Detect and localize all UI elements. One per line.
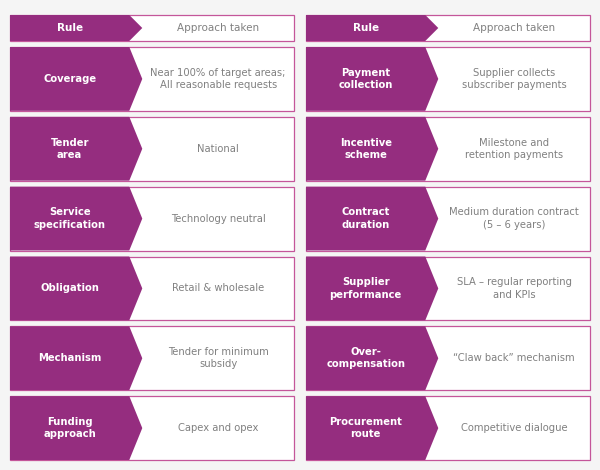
Text: Near 100% of target areas;
All reasonable requests: Near 100% of target areas; All reasonabl… bbox=[151, 68, 286, 90]
FancyBboxPatch shape bbox=[306, 187, 590, 251]
Text: Incentive
scheme: Incentive scheme bbox=[340, 138, 392, 160]
Polygon shape bbox=[10, 326, 142, 390]
Text: Coverage: Coverage bbox=[43, 74, 96, 84]
Text: Competitive dialogue: Competitive dialogue bbox=[461, 423, 568, 433]
Text: National: National bbox=[197, 144, 239, 154]
Text: Supplier collects
subscriber payments: Supplier collects subscriber payments bbox=[462, 68, 566, 90]
Text: Procurement
route: Procurement route bbox=[329, 417, 402, 439]
Polygon shape bbox=[10, 15, 142, 41]
Text: Rule: Rule bbox=[353, 23, 379, 33]
Polygon shape bbox=[10, 117, 142, 180]
FancyBboxPatch shape bbox=[10, 187, 294, 251]
FancyBboxPatch shape bbox=[10, 396, 294, 460]
Polygon shape bbox=[10, 396, 142, 460]
Polygon shape bbox=[10, 187, 142, 251]
FancyBboxPatch shape bbox=[10, 326, 294, 390]
Polygon shape bbox=[306, 326, 438, 390]
Polygon shape bbox=[10, 257, 142, 321]
FancyBboxPatch shape bbox=[10, 47, 294, 111]
Polygon shape bbox=[306, 47, 438, 111]
FancyBboxPatch shape bbox=[10, 15, 294, 41]
Polygon shape bbox=[306, 187, 438, 251]
Text: Payment
collection: Payment collection bbox=[338, 68, 393, 90]
FancyBboxPatch shape bbox=[306, 396, 590, 460]
Text: Mechanism: Mechanism bbox=[38, 353, 101, 363]
Text: SLA – regular reporting
and KPIs: SLA – regular reporting and KPIs bbox=[457, 277, 572, 299]
FancyBboxPatch shape bbox=[10, 257, 294, 321]
FancyBboxPatch shape bbox=[306, 257, 590, 321]
FancyBboxPatch shape bbox=[10, 117, 294, 180]
Text: Over-
compensation: Over- compensation bbox=[326, 347, 405, 369]
Polygon shape bbox=[306, 117, 438, 180]
Text: Retail & wholesale: Retail & wholesale bbox=[172, 283, 264, 293]
Text: “Claw back” mechanism: “Claw back” mechanism bbox=[454, 353, 575, 363]
Polygon shape bbox=[306, 257, 438, 321]
Text: Obligation: Obligation bbox=[40, 283, 99, 293]
Polygon shape bbox=[10, 47, 142, 111]
FancyBboxPatch shape bbox=[306, 326, 590, 390]
Text: Tender for minimum
subsidy: Tender for minimum subsidy bbox=[168, 347, 269, 369]
Text: Capex and opex: Capex and opex bbox=[178, 423, 259, 433]
Text: Service
specification: Service specification bbox=[34, 207, 106, 230]
Text: Funding
approach: Funding approach bbox=[43, 417, 96, 439]
Text: Milestone and
retention payments: Milestone and retention payments bbox=[465, 138, 563, 160]
FancyBboxPatch shape bbox=[306, 47, 590, 111]
Text: Rule: Rule bbox=[56, 23, 83, 33]
Polygon shape bbox=[306, 396, 438, 460]
Text: Contract
duration: Contract duration bbox=[341, 207, 390, 230]
Text: Approach taken: Approach taken bbox=[177, 23, 259, 33]
Text: Technology neutral: Technology neutral bbox=[171, 213, 266, 224]
Text: Supplier
performance: Supplier performance bbox=[329, 277, 402, 299]
Text: Approach taken: Approach taken bbox=[473, 23, 555, 33]
Polygon shape bbox=[306, 15, 438, 41]
FancyBboxPatch shape bbox=[306, 15, 590, 41]
Text: Medium duration contract
(5 – 6 years): Medium duration contract (5 – 6 years) bbox=[449, 207, 579, 230]
Text: Tender
area: Tender area bbox=[50, 138, 89, 160]
FancyBboxPatch shape bbox=[306, 117, 590, 180]
